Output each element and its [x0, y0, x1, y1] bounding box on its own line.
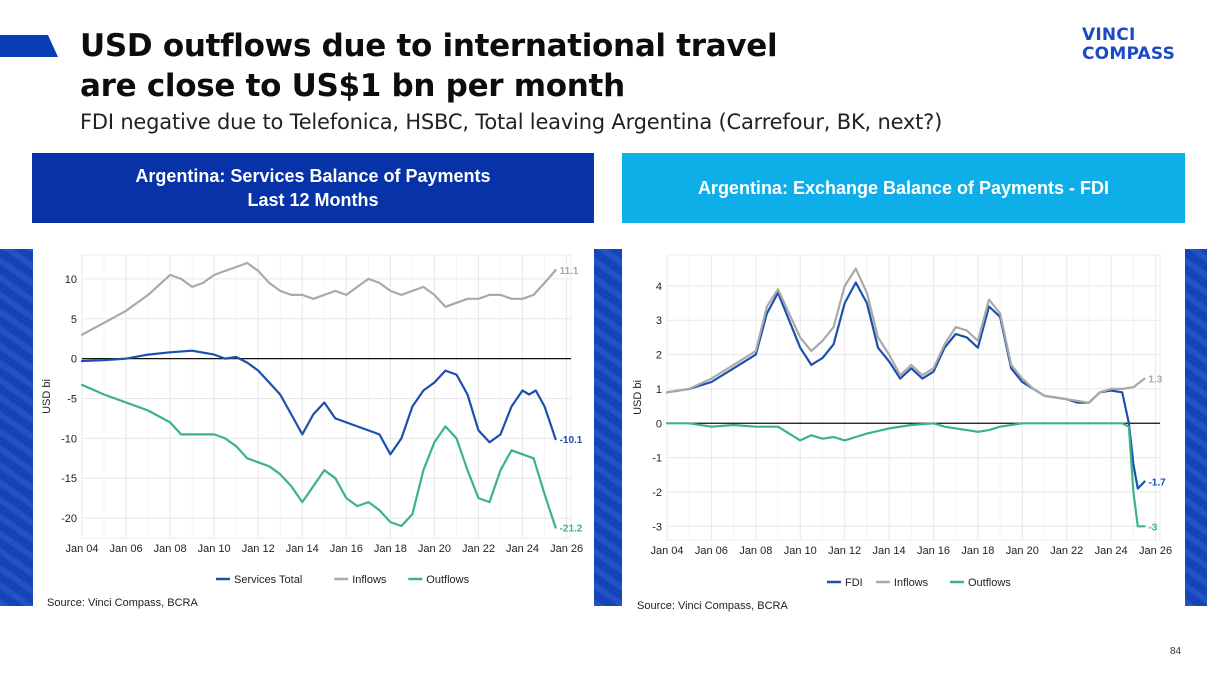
- x-tick-label: Jan 08: [154, 543, 187, 555]
- series-end-label: -10.1: [560, 435, 583, 446]
- services-balance-chart: Jan 04 Jan 06 Jan 08 Jan 10 Jan 12 Jan 14 Jan …: [33, 242, 594, 596]
- series-line-inflows: [665, 267, 1146, 404]
- x-tick-label: Jan 26: [550, 543, 583, 555]
- legend-label: Inflows: [894, 577, 929, 589]
- y-tick-label: -2: [652, 487, 662, 499]
- x-tick-label: Jan 10: [784, 545, 817, 557]
- y-tick-label: 0: [71, 354, 77, 366]
- y-tick-label: 1: [656, 384, 662, 396]
- logo-line-2: COMPASS: [1082, 44, 1176, 64]
- x-tick-label: Jan 16: [917, 545, 950, 557]
- y-tick-label: -10: [61, 433, 77, 445]
- x-tick-label: Jan 14: [286, 543, 319, 555]
- fdi-balance-chart: Jan 04 Jan 06 Jan 08 Jan 10 Jan 12 Jan 14 Jan …: [622, 242, 1185, 596]
- y-tick-label: -3: [652, 521, 662, 533]
- y-tick-label: 3: [656, 315, 662, 327]
- series-line-outflows: [80, 383, 557, 529]
- legend-label: Services Total: [234, 574, 302, 586]
- x-tick-label: Jan 24: [506, 543, 539, 555]
- series-line-services-total: [80, 349, 557, 456]
- x-tick-label: Jan 12: [242, 543, 275, 555]
- right-header-title: Argentina: Exchange Balance of Payments …: [697, 178, 1110, 198]
- legend-label: FDI: [845, 577, 863, 589]
- y-tick-label: -1: [652, 453, 662, 465]
- y-axis-label: USD bi: [632, 380, 644, 415]
- series-end-label: 11.1: [560, 266, 579, 277]
- x-tick-label: Jan 18: [374, 543, 407, 555]
- accent-bar: [0, 35, 58, 57]
- x-tick-label: Jan 18: [961, 545, 994, 557]
- left-header-line-2: Last 12 Months: [247, 190, 379, 210]
- x-tick-label: Jan 04: [650, 545, 683, 557]
- y-tick-label: 10: [65, 274, 77, 286]
- series-end-label: 1.3: [1148, 375, 1162, 386]
- y-tick-label: 0: [656, 418, 662, 430]
- left-source-note: Source: Vinci Compass, BCRA: [47, 597, 198, 609]
- x-tick-label: Jan 06: [695, 545, 728, 557]
- decorative-strip-left: [0, 249, 33, 606]
- x-tick-label: Jan 22: [462, 543, 495, 555]
- x-tick-label: Jan 22: [1050, 545, 1083, 557]
- series-line-outflows: [665, 422, 1146, 528]
- y-tick-label: 4: [656, 281, 662, 293]
- logo-line-1: VINCI: [1082, 25, 1136, 45]
- x-tick-label: Jan 06: [110, 543, 143, 555]
- x-tick-label: Jan 10: [198, 543, 231, 555]
- y-tick-label: 5: [71, 314, 77, 326]
- right-source-note: Source: Vinci Compass, BCRA: [637, 600, 788, 612]
- x-tick-label: Jan 14: [873, 545, 906, 557]
- series-end-label: -21.2: [560, 524, 583, 535]
- series-line-inflows: [80, 261, 557, 336]
- y-tick-label: 2: [656, 350, 662, 362]
- x-tick-label: Jan 20: [418, 543, 451, 555]
- vinci-compass-logo: VINCI COMPASS: [1082, 26, 1175, 64]
- x-tick-label: Jan 08: [739, 545, 772, 557]
- x-tick-label: Jan 04: [65, 543, 98, 555]
- slide-subtitle: FDI negative due to Telefonica, HSBC, To…: [80, 110, 943, 134]
- series-end-label: -1.7: [1148, 478, 1166, 489]
- x-tick-label: Jan 20: [1006, 545, 1039, 557]
- left-header-line-1: Argentina: Services Balance of Payments: [135, 166, 491, 186]
- left-chart-header: Argentina: Services Balance of Payments …: [32, 153, 594, 223]
- x-tick-label: Jan 16: [330, 543, 363, 555]
- series-end-label: -3: [1148, 522, 1157, 533]
- x-tick-label: Jan 26: [1139, 545, 1172, 557]
- chart-background: [622, 242, 1185, 596]
- decorative-strip-middle: [594, 249, 622, 606]
- legend-label: Inflows: [352, 574, 387, 586]
- y-tick-label: -15: [61, 473, 77, 485]
- slide-title: USD outflows due to international travel…: [80, 26, 778, 106]
- title-line-2: are close to US$1 bn per month: [80, 68, 625, 104]
- legend-label: Outflows: [426, 574, 469, 586]
- page-number: 84: [1170, 646, 1182, 657]
- title-line-1: USD outflows due to international travel: [80, 28, 778, 64]
- y-tick-label: -20: [61, 513, 77, 525]
- decorative-strip-right: [1185, 249, 1207, 606]
- right-chart-header: Argentina: Exchange Balance of Payments …: [622, 153, 1185, 223]
- legend-label: Outflows: [968, 577, 1011, 589]
- y-tick-label: -5: [67, 393, 77, 405]
- x-tick-label: Jan 24: [1095, 545, 1128, 557]
- x-tick-label: Jan 12: [828, 545, 861, 557]
- y-axis-label: USD bi: [41, 379, 53, 414]
